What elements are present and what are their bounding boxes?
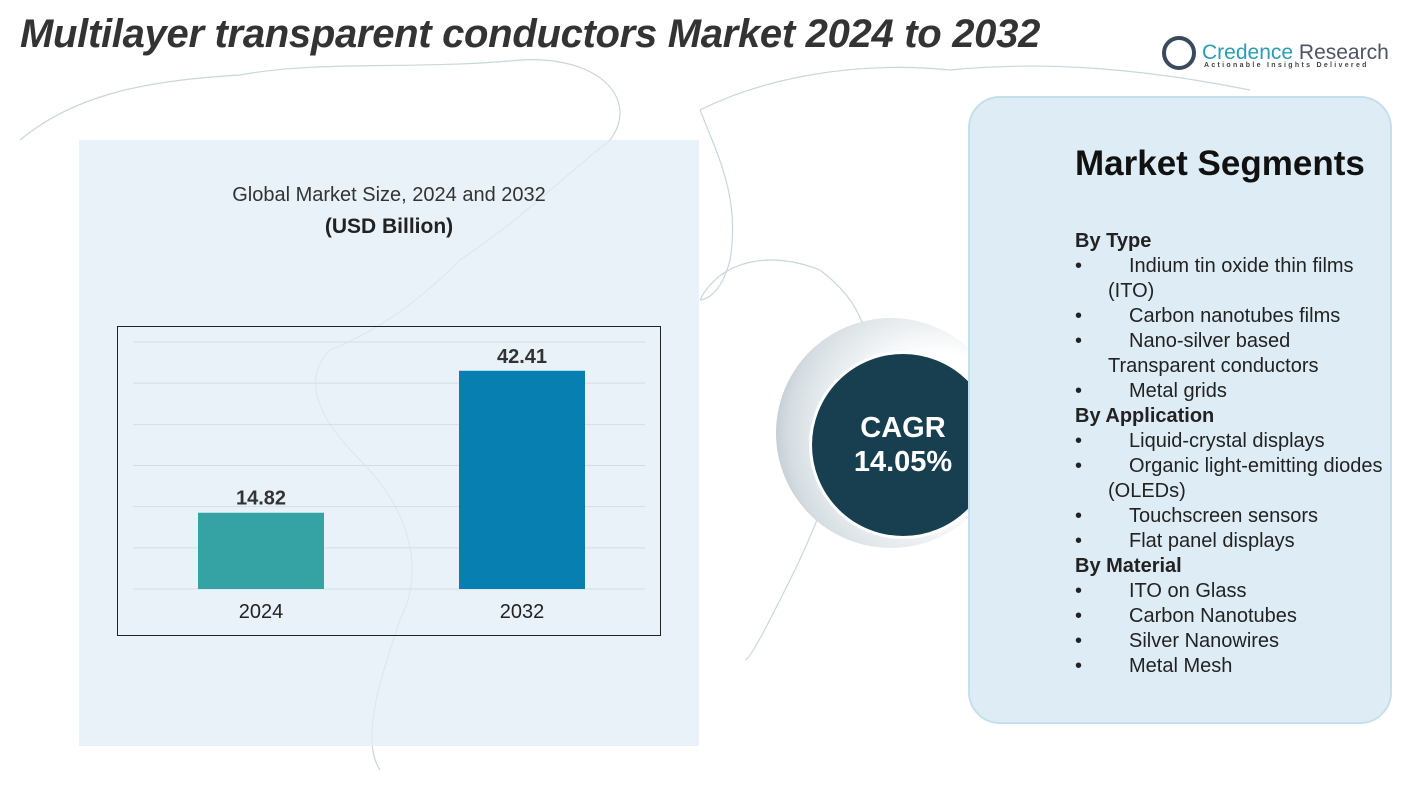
segment-item-text: Nano-silver based Transparent conductors <box>1108 330 1319 377</box>
segment-item: • Organic light-emitting diodes (OLEDs) <box>1075 454 1385 504</box>
segment-item: • Silver Nanowires <box>1075 629 1385 654</box>
segment-item-text: Silver Nanowires <box>1129 630 1280 652</box>
x-tick-label: 2024 <box>239 601 284 623</box>
segment-item: • Flat panel displays <box>1075 529 1385 554</box>
segment-item: • Nano-silver based Transparent conductor… <box>1075 329 1385 379</box>
segment-item: • Metal Mesh <box>1075 654 1385 679</box>
segment-item-text: Organic light-emitting diodes (OLEDs) <box>1108 455 1383 502</box>
segments-list: By Type • Indium tin oxide thin films (ITO… <box>1075 229 1385 679</box>
bullet-icon: • <box>1075 455 1083 477</box>
segment-item: • Touchscreen sensors <box>1075 504 1385 529</box>
segment-item-text: Touchscreen sensors <box>1129 505 1318 527</box>
logo-chart-icon <box>1162 36 1196 70</box>
x-tick-label: 2032 <box>500 601 545 623</box>
logo-tagline: Actionable Insights Delivered <box>1204 62 1369 69</box>
chart-frame <box>117 326 661 636</box>
segment-item: • Liquid-crystal displays <box>1075 429 1385 454</box>
bullet-icon: • <box>1075 580 1083 602</box>
bullet-icon: • <box>1075 530 1083 552</box>
segment-item-text: Indium tin oxide thin films (ITO) <box>1108 255 1354 302</box>
segments-panel <box>968 96 1392 724</box>
segment-item: • Carbon Nanotubes <box>1075 604 1385 629</box>
segment-item: • ITO on Glass <box>1075 579 1385 604</box>
segment-item-text: ITO on Glass <box>1129 580 1247 602</box>
segment-item-text: Flat panel displays <box>1129 530 1295 552</box>
bullet-icon: • <box>1075 655 1083 677</box>
bar-chart: 14.82 2024 42.41 2032 <box>133 341 645 623</box>
bullet-icon: • <box>1075 430 1083 452</box>
chart-unit: (USD Billion) <box>324 215 454 238</box>
bullet-icon: • <box>1075 380 1083 402</box>
bar-2024 <box>198 512 324 589</box>
bullet-icon: • <box>1075 255 1083 277</box>
bullet-icon: • <box>1075 505 1083 527</box>
segment-heading: By Application <box>1075 405 1215 427</box>
page-title: Multilayer transparent conductors Market… <box>20 12 1041 56</box>
segment-heading: By Type <box>1075 230 1152 252</box>
segments-title: Market Segments <box>1075 144 1365 183</box>
bullet-icon: • <box>1075 630 1083 652</box>
segment-heading: By Material <box>1075 555 1182 577</box>
cagr-value: 14.05% <box>853 446 953 478</box>
segment-item: • Indium tin oxide thin films (ITO) <box>1075 254 1385 304</box>
chart-panel <box>79 140 699 746</box>
data-label: 14.82 <box>236 488 286 510</box>
segment-item: • Metal grids <box>1075 379 1385 404</box>
segment-item-text: Metal Mesh <box>1129 655 1233 677</box>
bullet-icon: • <box>1075 330 1083 352</box>
bullet-icon: • <box>1075 305 1083 327</box>
segment-item-text: Carbon Nanotubes <box>1129 605 1297 627</box>
bar-2032 <box>459 370 585 589</box>
cagr-label: CAGR <box>860 412 946 444</box>
segment-item-text: Metal grids <box>1129 380 1227 402</box>
segment-item-text: Liquid-crystal displays <box>1129 430 1325 452</box>
segment-item: • Carbon nanotubes films <box>1075 304 1385 329</box>
logo-name2: Research <box>1298 41 1389 64</box>
logo-name: Credence <box>1202 41 1294 64</box>
segment-item-text: Carbon nanotubes films <box>1129 305 1341 327</box>
bullet-icon: • <box>1075 605 1083 627</box>
data-label: 42.41 <box>497 346 547 368</box>
credence-research-logo: Credence Research Actionable Insights De… <box>1162 36 1389 70</box>
chart-title: Global Market Size, 2024 and 2032 <box>232 184 546 206</box>
